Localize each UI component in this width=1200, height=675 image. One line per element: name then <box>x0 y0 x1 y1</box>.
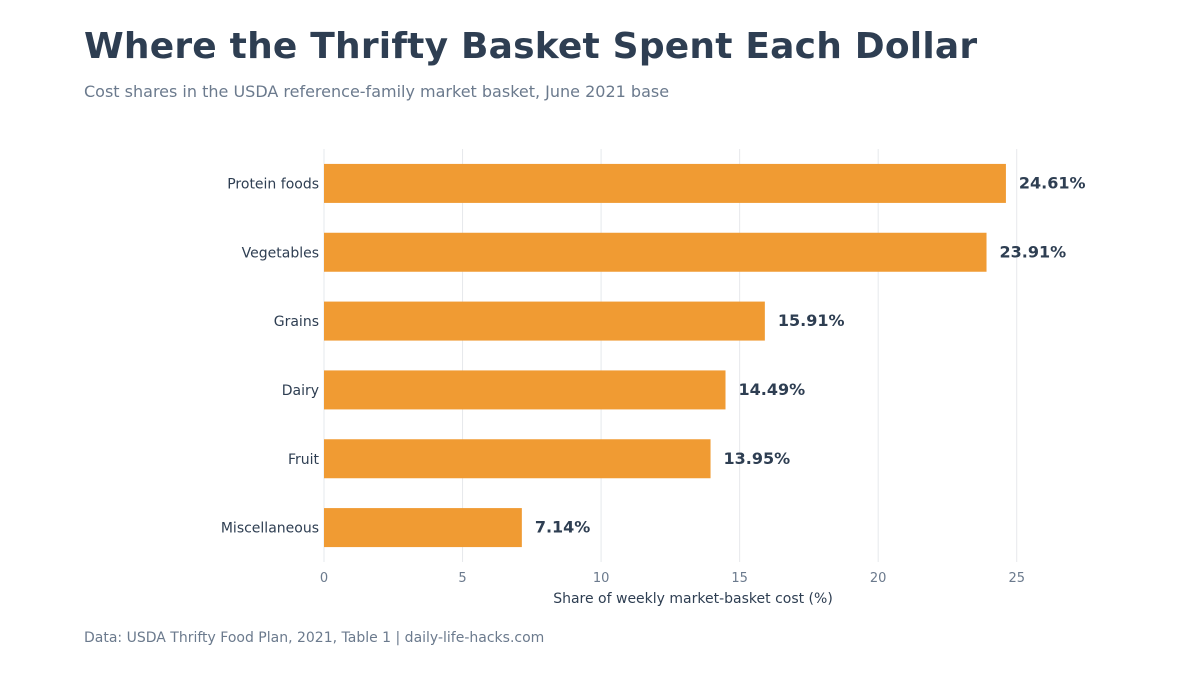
bar <box>324 163 1006 203</box>
category-label: Protein foods <box>227 176 319 192</box>
source-footer: Data: USDA Thrifty Food Plan, 2021, Tabl… <box>84 630 545 646</box>
chart-title: Where the Thrifty Basket Spent Each Doll… <box>84 26 978 67</box>
bar <box>324 508 522 548</box>
value-label: 13.95% <box>724 449 791 468</box>
x-tick-label: 5 <box>458 571 466 586</box>
chart-subtitle: Cost shares in the USDA reference-family… <box>84 82 670 101</box>
bar <box>324 439 711 479</box>
x-tick-label: 25 <box>1008 571 1025 586</box>
category-label: Fruit <box>288 452 320 468</box>
gridlines <box>323 149 1018 562</box>
bar <box>324 370 726 410</box>
x-axis-title: Share of weekly market-basket cost (%) <box>553 591 833 607</box>
bar <box>324 232 987 272</box>
x-tick-label: 15 <box>731 571 748 586</box>
category-label: Grains <box>274 314 319 330</box>
x-tick-label: 10 <box>593 571 610 586</box>
category-label: Miscellaneous <box>221 521 319 537</box>
x-tick-label: 0 <box>320 571 328 586</box>
category-label: Vegetables <box>242 245 319 261</box>
value-label: 24.61% <box>1019 173 1086 192</box>
value-label: 15.91% <box>778 311 845 330</box>
value-label: 23.91% <box>1000 242 1067 261</box>
value-label: 14.49% <box>739 380 806 399</box>
x-tick-label: 20 <box>870 571 887 586</box>
labels: 0 5 10 15 20 25 Protein foods 24.61% Vegetables 2… <box>221 173 1086 586</box>
bars <box>324 163 1006 548</box>
bar <box>324 301 765 341</box>
category-label: Dairy <box>282 383 319 399</box>
value-label: 7.14% <box>535 518 591 537</box>
